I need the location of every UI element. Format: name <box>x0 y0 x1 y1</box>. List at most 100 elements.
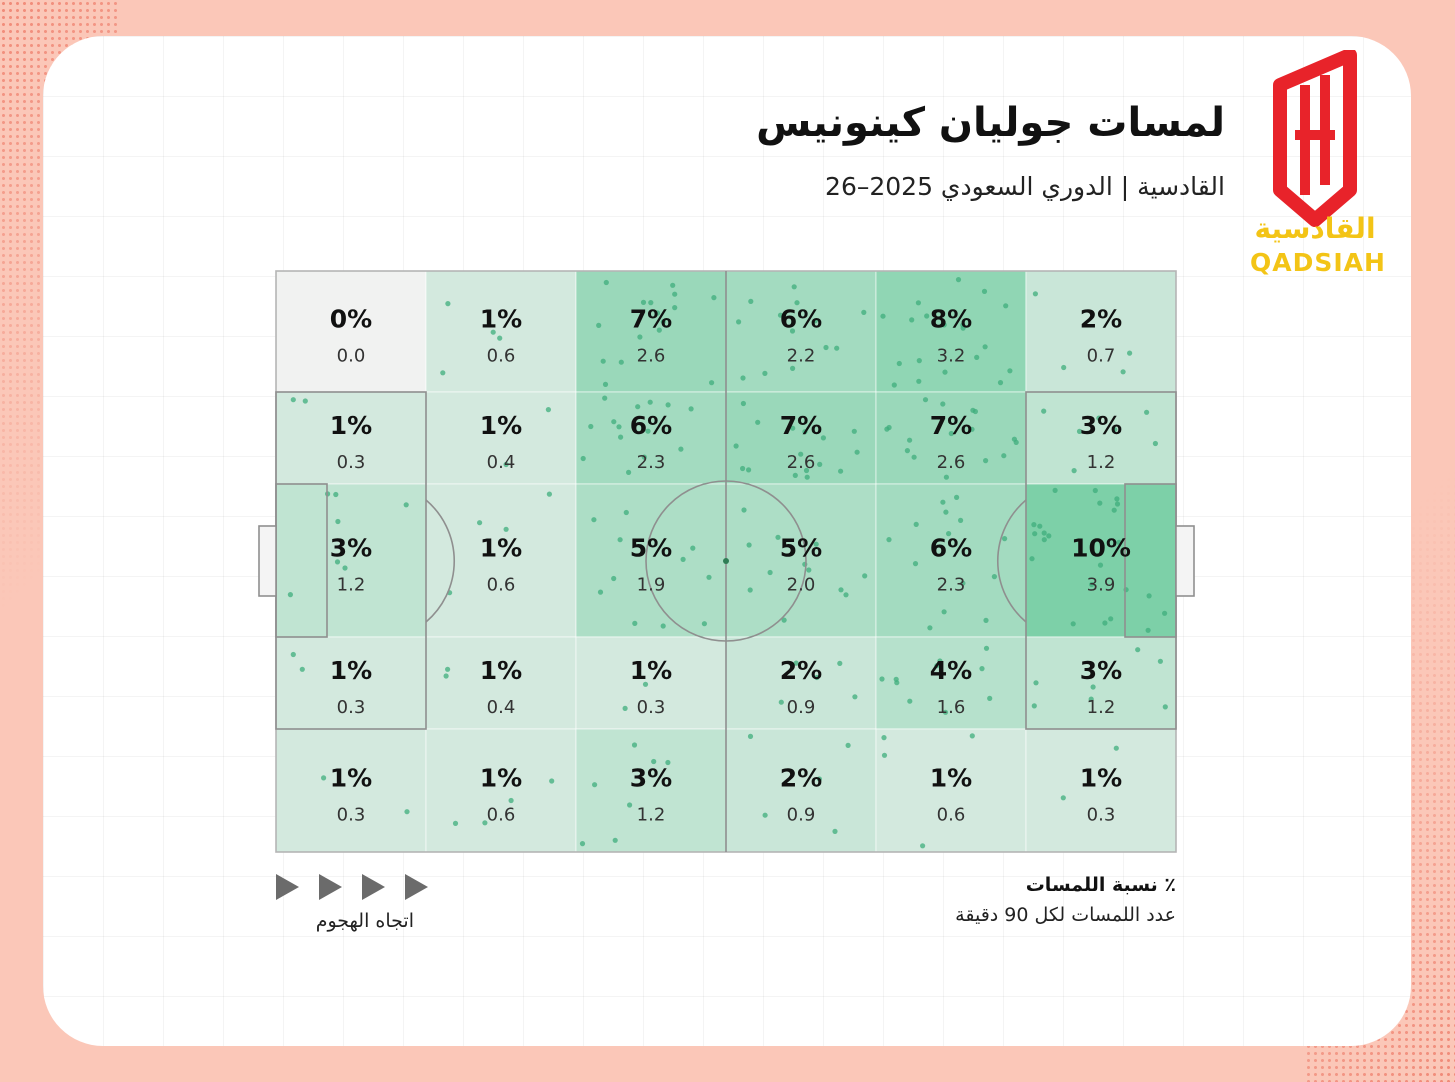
logo-text-english: QADSIAH <box>1250 248 1386 277</box>
touch-dot <box>916 358 922 364</box>
touch-dot <box>549 778 555 784</box>
touch-dot <box>946 531 952 537</box>
touch-dot <box>641 454 647 460</box>
touch-dot <box>612 837 618 843</box>
touch-dot <box>452 820 459 827</box>
touch-dot <box>508 797 514 804</box>
touch-dot <box>881 735 887 741</box>
touch-dot <box>1002 536 1008 542</box>
touch-dot <box>777 312 784 318</box>
cell-per90-label: 0.6 <box>937 805 966 826</box>
touch-dot <box>333 491 339 498</box>
touch-dot <box>791 284 797 290</box>
touch-dot <box>1102 620 1108 626</box>
heatmap-cell <box>1025 270 1177 393</box>
touch-dot <box>804 474 810 480</box>
heatmap-cell <box>425 728 577 853</box>
heatmap-cell <box>275 483 427 638</box>
touch-dot <box>794 300 800 306</box>
touch-dot <box>767 569 773 576</box>
touch-dot <box>632 620 638 627</box>
touch-dot <box>1146 593 1152 599</box>
touch-dot <box>762 812 768 818</box>
touch-dot <box>618 359 624 365</box>
touch-dot <box>1114 496 1120 502</box>
cell-per90-label: 0.3 <box>337 805 366 826</box>
touch-dot <box>1114 501 1121 507</box>
touch-dot <box>1090 684 1096 690</box>
cell-per90-label: 0.6 <box>487 805 516 826</box>
cell-per90-label: 2.3 <box>937 575 966 596</box>
touch-dot <box>647 399 653 405</box>
touch-dot <box>907 437 913 443</box>
touch-dot <box>940 499 946 505</box>
touch-dot <box>934 663 940 669</box>
touch-dot <box>806 567 812 573</box>
touch-dot <box>1112 427 1118 433</box>
touch-dot <box>1046 533 1052 539</box>
touch-dot <box>642 681 649 687</box>
touch-dot <box>893 676 899 682</box>
cell-per90-label: 1.2 <box>1087 452 1116 473</box>
touch-dot <box>747 587 753 593</box>
legend-percent-label: ٪ نسبة اللمسات <box>1025 874 1176 896</box>
heatmap-cell <box>425 483 577 638</box>
cell-percent-label: 1% <box>1080 764 1122 793</box>
touch-dot <box>979 666 985 672</box>
cell-per90-label: 0.6 <box>487 575 516 596</box>
touch-dot <box>1145 627 1151 633</box>
touch-dot <box>1162 610 1168 616</box>
touch-dot <box>1003 303 1009 309</box>
touch-dot <box>778 699 784 705</box>
touch-dot <box>896 360 902 367</box>
heatmap-cell <box>575 391 727 485</box>
touch-dot <box>920 843 926 849</box>
touch-dot <box>688 406 694 412</box>
heatmap-cells <box>275 270 1177 853</box>
cell-percent-label: 3% <box>1080 656 1122 685</box>
touch-dot <box>1071 468 1077 474</box>
cell-percent-label: 6% <box>780 305 822 334</box>
touch-dot <box>1037 523 1043 529</box>
cell-percent-label: 7% <box>930 411 972 440</box>
cell-percent-label: 1% <box>330 656 372 685</box>
touch-dot <box>834 345 840 351</box>
heatmap-cell <box>875 728 1027 853</box>
touch-dot <box>812 318 818 324</box>
touch-dot <box>991 574 998 580</box>
touch-dot <box>820 435 827 441</box>
touch-dot <box>746 467 752 473</box>
heatmap-cell <box>725 728 877 853</box>
heatmap-cell <box>1025 391 1177 485</box>
touch-dot <box>958 517 964 524</box>
heatmap-cell <box>575 483 727 638</box>
cell-percent-label: 1% <box>480 534 522 563</box>
touch-dot <box>1076 428 1083 434</box>
cell-per90-label: 0.4 <box>487 697 516 718</box>
touch-dot <box>814 674 820 681</box>
touch-dot <box>983 645 990 651</box>
touch-dot <box>1031 703 1037 709</box>
touch-dot <box>580 455 586 462</box>
cell-percent-label: 3% <box>330 534 372 563</box>
touch-dot <box>997 380 1004 386</box>
cell-per90-label: 2.3 <box>637 452 666 473</box>
touch-dot <box>334 559 341 565</box>
touch-dot <box>886 537 892 543</box>
cell-per90-label: 1.9 <box>637 575 666 596</box>
touch-dot <box>740 400 747 407</box>
touch-dot <box>881 752 888 758</box>
touch-dot <box>618 434 624 440</box>
touch-dot <box>445 301 451 307</box>
touch-dot <box>762 370 768 376</box>
heatmap-cell <box>725 391 877 485</box>
play-triangle-icon <box>362 874 385 900</box>
touch-dot <box>403 502 409 508</box>
touch-dot <box>974 354 980 360</box>
touch-dot <box>912 561 919 567</box>
touch-dot <box>1135 647 1141 653</box>
touch-dot <box>1116 539 1122 545</box>
touch-dot <box>1096 415 1102 421</box>
cell-percent-label: 3% <box>1080 411 1122 440</box>
touch-dot <box>983 458 989 464</box>
